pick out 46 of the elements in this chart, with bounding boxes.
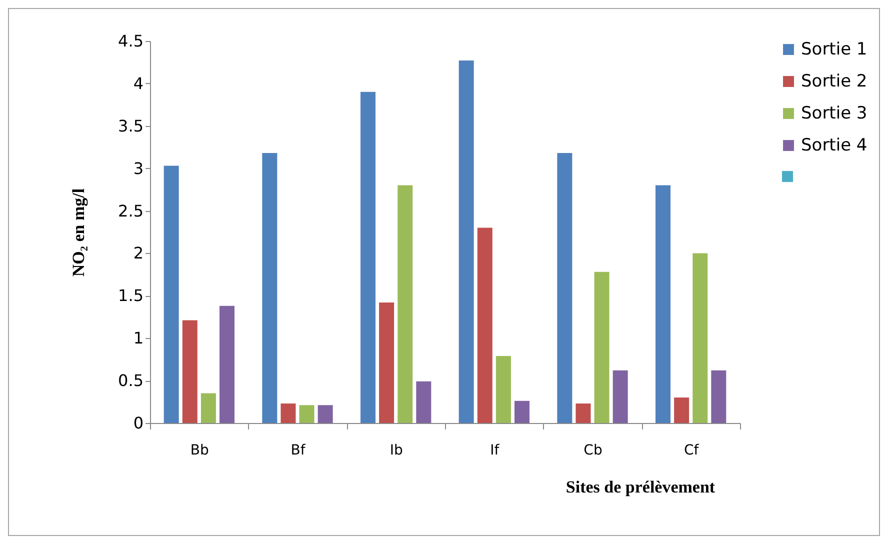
bar — [594, 272, 610, 423]
y-tick-label: 4 — [133, 74, 144, 93]
legend-label: Sortie 2 — [801, 72, 868, 92]
bar — [219, 306, 234, 423]
x-tick-label: Bb — [190, 442, 210, 458]
bar — [656, 185, 671, 423]
y-tick-label: 0.5 — [118, 371, 144, 390]
x-tick-label: If — [490, 442, 500, 458]
bar — [318, 405, 333, 423]
bar — [557, 153, 572, 423]
legend-label: Sortie 3 — [801, 104, 868, 124]
x-tick-label: Ib — [390, 442, 403, 458]
bar — [477, 228, 492, 423]
y-axis-title: NO₂ en mg/l — [69, 188, 88, 277]
bar — [576, 403, 591, 423]
y-tick-label: 1 — [133, 328, 144, 348]
bar — [164, 166, 179, 423]
y-tick-label: 1.5 — [118, 286, 144, 306]
bar — [514, 400, 530, 423]
y-tick-label: 2.5 — [118, 201, 144, 220]
y-tick-label: 3 — [133, 158, 144, 178]
bar — [711, 370, 726, 423]
bar — [496, 356, 511, 423]
bar — [612, 370, 628, 423]
x-tick-label: Cb — [584, 442, 602, 458]
x-tick-label: Cf — [684, 442, 700, 458]
bar — [200, 393, 216, 423]
legend-label: Sortie 4 — [801, 136, 868, 156]
bar — [379, 302, 394, 423]
bar — [398, 185, 413, 423]
y-tick-label: 0 — [133, 414, 144, 432]
legend-label: Sortie 1 — [801, 40, 868, 60]
bar — [262, 153, 278, 423]
bar — [674, 398, 690, 423]
bar — [416, 381, 432, 423]
bar — [280, 403, 296, 423]
bar — [360, 92, 376, 423]
y-tick-label: 3.5 — [118, 116, 144, 136]
bar — [299, 405, 314, 423]
y-tick-label: 4.5 — [118, 32, 144, 50]
y-tick-label: 2 — [133, 244, 144, 263]
bar — [182, 320, 198, 423]
x-tick-label: Bf — [290, 442, 306, 458]
bar — [458, 60, 474, 423]
x-axis-title: Sites de prélèvement — [566, 478, 716, 496]
bar — [692, 253, 708, 423]
